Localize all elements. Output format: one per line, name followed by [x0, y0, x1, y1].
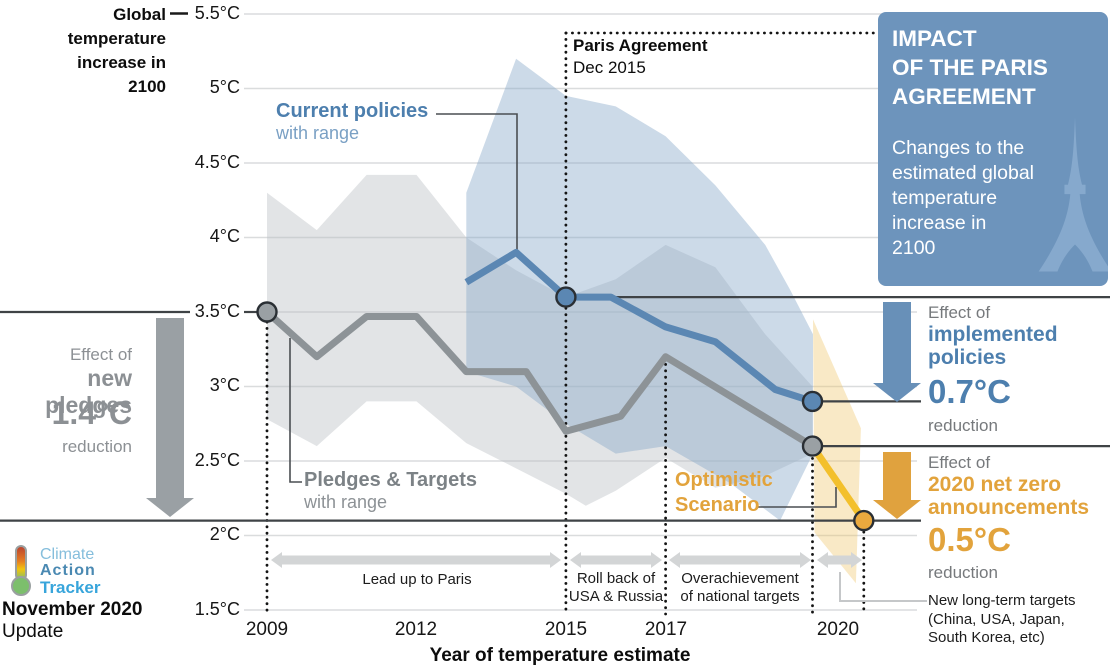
impact-panel-title-line: OF THE PARIS	[892, 55, 1048, 80]
new-pledges-effect-value: 1.4°C	[51, 395, 132, 431]
new-targets-note-line: New long-term targets	[928, 592, 1076, 609]
netzero-effect-suffix: reduction	[928, 563, 998, 582]
y-tick: 4°C	[209, 226, 240, 246]
policies-effect-name2: policies	[928, 346, 1007, 369]
band-pledges-range	[267, 174, 813, 506]
series-optimistic-scenario	[809, 444, 867, 523]
new-pledges-effect-suffix: reduction	[62, 437, 132, 456]
netzero-effect-name2: announcements	[928, 496, 1090, 519]
y-tick: 2.5°C	[194, 450, 240, 470]
label-connector	[436, 113, 518, 251]
new-targets-note: New long-term targets (China, USA, Japan…	[928, 592, 1108, 648]
pledges-sublabel: with range	[304, 492, 388, 512]
timeline-arrow	[271, 552, 561, 568]
new-targets-note-line: South Korea, etc)	[928, 629, 1045, 646]
timeline-label-lead-up: Lead up to Paris	[362, 571, 472, 588]
y-axis-title-line: temperature	[67, 29, 166, 48]
new-pledges-effect-name: new pledges	[45, 365, 132, 418]
y-tick: 3.5°C	[194, 301, 240, 321]
logo-tracker: Tracker	[40, 578, 101, 597]
logo-climate: Climate	[40, 546, 95, 563]
x-axis-title: Year of temperature estimate	[429, 645, 691, 666]
impact-panel-title: IMPACT OF THE PARIS AGREEMENT	[892, 24, 1048, 111]
impact-panel-title-line: AGREEMENT	[892, 84, 1036, 109]
netzero-effect-value: 0.5°C	[928, 521, 1011, 558]
x-tick: 2012	[394, 619, 438, 640]
logo-action: Action	[40, 562, 96, 579]
impact-panel: IMPACT OF THE PARIS AGREEMENT Changes to…	[878, 12, 1108, 286]
new-targets-note-line: (China, USA, Japan,	[928, 610, 1065, 628]
y-axis-title-line: Global	[113, 5, 166, 24]
netzero-effect-name1: 2020 net zero	[928, 473, 1062, 496]
y-axis-title-line: 2100	[128, 77, 166, 96]
x-tick: 2015	[544, 619, 588, 640]
y-axis-title-line: increase in	[77, 53, 166, 72]
data-point-optimistic-scenario	[853, 509, 875, 532]
current-policies-label: Current policies	[276, 100, 429, 122]
impact-panel-body-line: Changes to the	[892, 137, 1025, 159]
new-pledges-effect-prefix: Effect of	[69, 345, 132, 364]
current-policies-sublabel: with range	[276, 123, 360, 143]
paris-agreement-title: Paris Agreement	[573, 36, 708, 55]
band-current-policies-range	[466, 58, 813, 521]
data-point-pledges-targets	[801, 435, 824, 457]
paris-agreement-date: Dec 2015	[573, 58, 646, 77]
thermometer-icon	[11, 545, 31, 596]
timeline-label-overachievement-1: Overachievement	[681, 570, 799, 587]
update-date: November 2020	[2, 599, 143, 620]
effect-arrow	[873, 302, 921, 402]
policies-effect-value: 0.7°C	[928, 373, 1011, 410]
effect-arrow	[146, 318, 194, 517]
x-tick: 2017	[644, 619, 688, 640]
timeline-label-overachievement-2: of national targets	[680, 588, 800, 605]
impact-panel-body-line: 2100	[892, 237, 936, 259]
label-connector	[289, 338, 302, 483]
netzero-effect-prefix: Effect of	[928, 453, 991, 472]
timeline-label-rollback-1: Roll back of	[576, 570, 656, 587]
timeline-arrow	[570, 552, 662, 568]
impact-panel-body-line: temperature	[892, 187, 998, 209]
series-pledges-targets	[264, 309, 815, 450]
y-tick: 4.5°C	[194, 152, 240, 172]
update-label: Update	[2, 621, 64, 642]
y-axis-title: Global temperature increase in 2100	[18, 3, 166, 99]
policies-effect-name1: implemented	[928, 323, 1058, 346]
pledges-label: Pledges & Targets	[304, 469, 478, 491]
policies-effect-prefix: Effect of	[928, 303, 991, 322]
x-tick: 2009	[245, 619, 289, 640]
x-tick: 2020	[816, 619, 860, 640]
band-optimistic-range	[813, 319, 861, 584]
series-current-policies	[464, 248, 814, 405]
impact-panel-title-line: IMPACT	[892, 26, 977, 51]
optimistic-label-line1: Optimistic	[675, 469, 773, 491]
impact-panel-body: Changes to the estimated global temperat…	[892, 136, 1034, 261]
y-tick: 5°C	[209, 77, 240, 97]
eiffel-tower-icon	[1038, 116, 1108, 272]
policies-effect-suffix: reduction	[928, 416, 998, 435]
effect-arrow	[873, 452, 921, 519]
label-connector	[757, 487, 837, 508]
timeline-arrow	[817, 552, 862, 568]
y-tick: 1.5°C	[194, 599, 240, 619]
data-point-current-policies	[801, 390, 824, 413]
optimistic-label-line2: Scenario	[675, 494, 760, 516]
impact-panel-body-line: increase in	[892, 212, 987, 234]
timeline-arrow	[669, 552, 811, 568]
data-point-current-policies	[555, 286, 577, 308]
data-point-pledges-targets	[256, 301, 278, 323]
timeline-label-rollback-2: USA & Russia	[568, 588, 664, 605]
y-tick: 5.5°C	[194, 3, 240, 23]
note-connector	[839, 572, 927, 602]
impact-panel-body-line: estimated global	[892, 162, 1035, 184]
y-tick: 2°C	[209, 524, 240, 544]
y-tick: 3°C	[209, 375, 240, 395]
